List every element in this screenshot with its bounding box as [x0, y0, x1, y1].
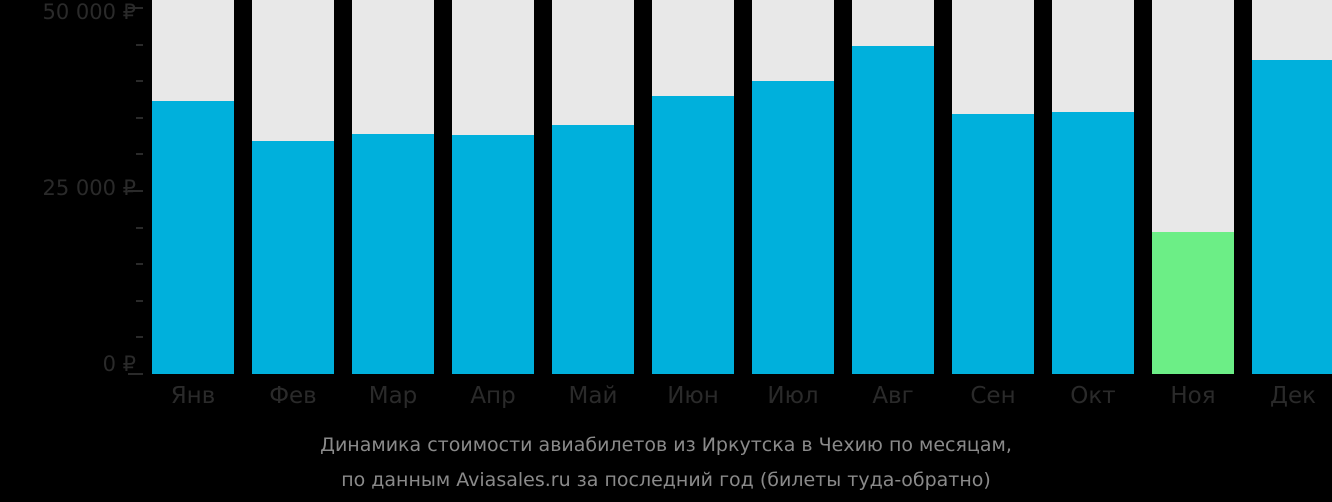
y-tick-label-50000: 50 000 ₽: [42, 0, 136, 24]
y-minor-tick: [136, 80, 143, 83]
x-tick-label: Апр: [470, 383, 516, 409]
y-minor-tick: [136, 153, 143, 156]
bar-Янв[interactable]: [152, 101, 234, 374]
y-major-tick: [128, 190, 143, 192]
bar-Ноя[interactable]: [1152, 232, 1234, 374]
x-tick-label: Дек: [1269, 383, 1316, 409]
x-tick-label: Фев: [269, 383, 317, 409]
x-tick-label: Июн: [667, 383, 719, 409]
x-tick-label: Авг: [872, 383, 914, 409]
chart-caption-line1: Динамика стоимости авиабилетов из Иркутс…: [320, 434, 1012, 456]
x-tick-label: Ноя: [1170, 383, 1216, 409]
y-minor-tick: [136, 116, 143, 119]
bar-Окт[interactable]: [1052, 112, 1134, 374]
x-tick-label: Окт: [1070, 383, 1116, 409]
bar-Май[interactable]: [552, 125, 634, 374]
x-tick-label: Янв: [170, 383, 216, 409]
y-minor-tick: [136, 226, 143, 229]
chart-caption-line2: по данным Aviasales.ru за последний год …: [341, 469, 991, 491]
x-tick-label: Сен: [970, 383, 1016, 409]
x-tick-label: Мар: [368, 383, 418, 409]
y-tick-label-0: 0 ₽: [102, 352, 136, 376]
y-tick-label-25000: 25 000 ₽: [42, 176, 136, 200]
y-minor-tick: [136, 43, 143, 46]
bar-Авг[interactable]: [852, 46, 934, 374]
x-tick-label: Май: [568, 383, 618, 409]
y-major-tick: [128, 7, 143, 9]
y-minor-tick: [136, 336, 143, 339]
bar-Дек[interactable]: [1252, 60, 1332, 374]
bar-Сен[interactable]: [952, 114, 1034, 374]
bar-Июл[interactable]: [752, 81, 834, 374]
y-major-tick: [128, 373, 143, 375]
bar-Фев[interactable]: [252, 141, 334, 374]
bar-Июн[interactable]: [652, 96, 734, 374]
bar-Апр[interactable]: [452, 135, 534, 374]
x-tick-label: Июл: [767, 383, 819, 409]
bar-Мар[interactable]: [352, 134, 434, 374]
y-minor-tick: [136, 299, 143, 302]
y-minor-tick: [136, 263, 143, 266]
